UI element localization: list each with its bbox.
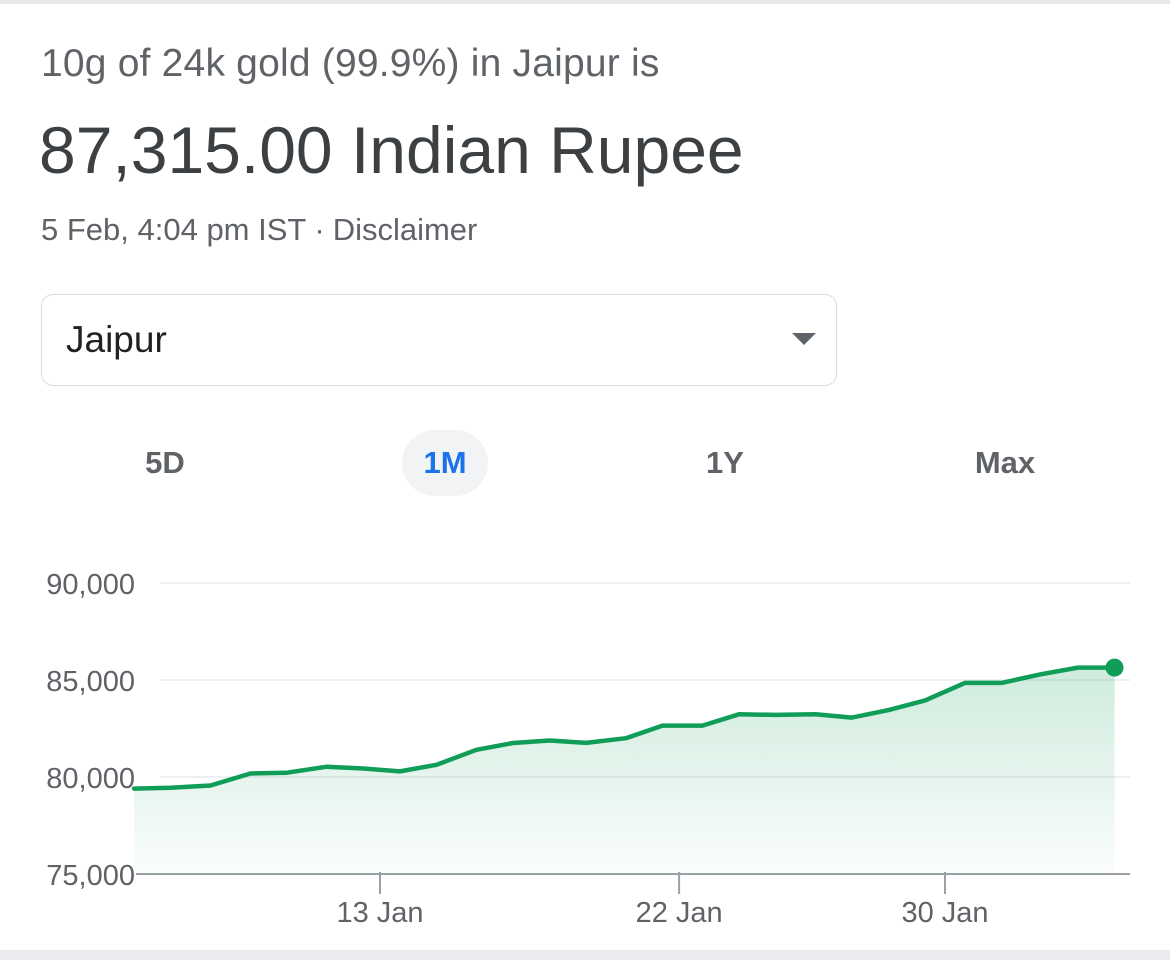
- location-dropdown-value: Jaipur: [66, 319, 167, 360]
- price-timestamp: 5 Feb, 4:04 pm IST: [41, 212, 307, 247]
- location-dropdown[interactable]: Jaipur: [41, 294, 837, 386]
- tab-1y[interactable]: 1Y: [706, 445, 744, 480]
- series-line: [131, 665, 1117, 791]
- y-tick-label: 80,000: [46, 763, 135, 795]
- top-divider: [0, 0, 1170, 4]
- latest-point-marker: [1105, 658, 1124, 677]
- price-chart[interactable]: 90,000 85,000 80,000 75,000 13 Jan 22 Jan 30 J…: [0, 540, 1170, 950]
- price-subtitle: 10g of 24k gold (99.9%) in Jaipur is: [41, 42, 660, 85]
- tab-1m[interactable]: 1M: [402, 430, 488, 496]
- y-tick-label: 85,000: [46, 666, 135, 698]
- x-tick-label: 22 Jan: [636, 897, 723, 929]
- series-area: [134, 667, 1115, 874]
- bottom-strip: [0, 950, 1170, 960]
- y-tick-label: 75,000: [46, 860, 135, 892]
- meta-separator: ·: [314, 212, 325, 247]
- triangle-down-icon: [792, 333, 816, 345]
- series-layer: [131, 658, 1124, 874]
- price-value: 87,315.00 Indian Rupee: [39, 113, 744, 187]
- tab-5d[interactable]: 5D: [145, 445, 185, 480]
- x-tick-label: 30 Jan: [901, 897, 988, 929]
- disclaimer-link[interactable]: Disclaimer: [332, 212, 478, 247]
- x-tick-label: 13 Jan: [336, 897, 423, 929]
- price-meta: 5 Feb, 4:04 pm IST · Disclaimer: [41, 212, 477, 248]
- y-tick-label: 90,000: [46, 569, 135, 601]
- tab-max[interactable]: Max: [974, 445, 1036, 480]
- range-tabs: 5D 1M 1Y Max: [0, 430, 1170, 500]
